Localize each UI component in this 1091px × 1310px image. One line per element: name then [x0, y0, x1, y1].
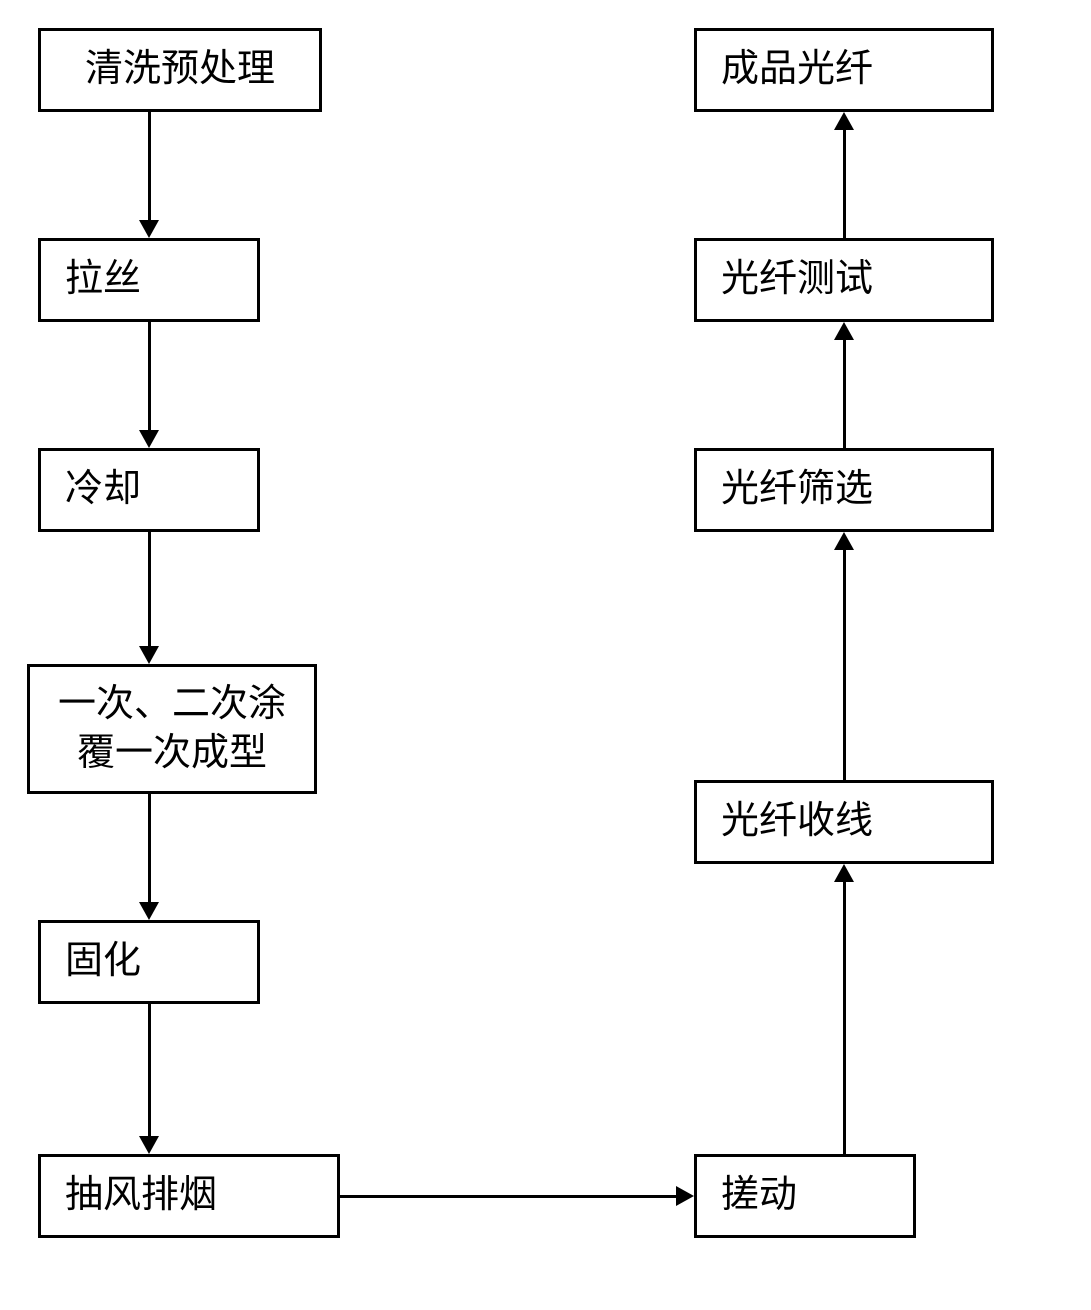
- node-label: 清洗预处理: [85, 45, 275, 94]
- arrowhead-icon: [834, 322, 854, 340]
- node-label: 冷却: [65, 465, 141, 514]
- node-label: 拉丝: [65, 255, 141, 304]
- node-twisting: 搓动: [694, 1154, 916, 1238]
- arrowhead-icon: [139, 646, 159, 664]
- node-take-up: 光纤收线: [694, 780, 994, 864]
- node-label: 搓动: [721, 1171, 797, 1220]
- edge-line: [843, 340, 846, 448]
- node-cooling: 冷却: [38, 448, 260, 532]
- arrowhead-icon: [834, 864, 854, 882]
- node-exhaust: 抽风排烟: [38, 1154, 340, 1238]
- edge-line: [148, 322, 151, 430]
- edge-line: [843, 130, 846, 238]
- edge-line: [148, 794, 151, 902]
- node-finished: 成品光纤: [694, 28, 994, 112]
- node-label: 固化: [65, 937, 141, 986]
- node-label: 光纤收线: [721, 797, 873, 846]
- arrowhead-icon: [834, 112, 854, 130]
- node-label: 一次、二次涂 覆一次成型: [58, 680, 286, 779]
- flowchart-container: 清洗预处理 拉丝 冷却 一次、二次涂 覆一次成型 固化 抽风排烟 搓动 光纤收线…: [0, 0, 1091, 1310]
- node-label: 光纤测试: [721, 255, 873, 304]
- node-coating: 一次、二次涂 覆一次成型: [27, 664, 317, 794]
- edge-line: [148, 532, 151, 646]
- arrowhead-icon: [139, 430, 159, 448]
- node-testing: 光纤测试: [694, 238, 994, 322]
- edge-line: [340, 1195, 676, 1198]
- edge-line: [148, 112, 151, 220]
- arrowhead-icon: [139, 220, 159, 238]
- node-drawing: 拉丝: [38, 238, 260, 322]
- node-label: 抽风排烟: [65, 1171, 217, 1220]
- edge-line: [843, 550, 846, 780]
- arrowhead-icon: [834, 532, 854, 550]
- node-screening: 光纤筛选: [694, 448, 994, 532]
- node-label: 光纤筛选: [721, 465, 873, 514]
- arrowhead-icon: [676, 1186, 694, 1206]
- node-curing: 固化: [38, 920, 260, 1004]
- node-label: 成品光纤: [721, 45, 873, 94]
- node-cleaning-pretreatment: 清洗预处理: [38, 28, 322, 112]
- arrowhead-icon: [139, 902, 159, 920]
- edge-line: [148, 1004, 151, 1136]
- edge-line: [843, 882, 846, 1154]
- arrowhead-icon: [139, 1136, 159, 1154]
